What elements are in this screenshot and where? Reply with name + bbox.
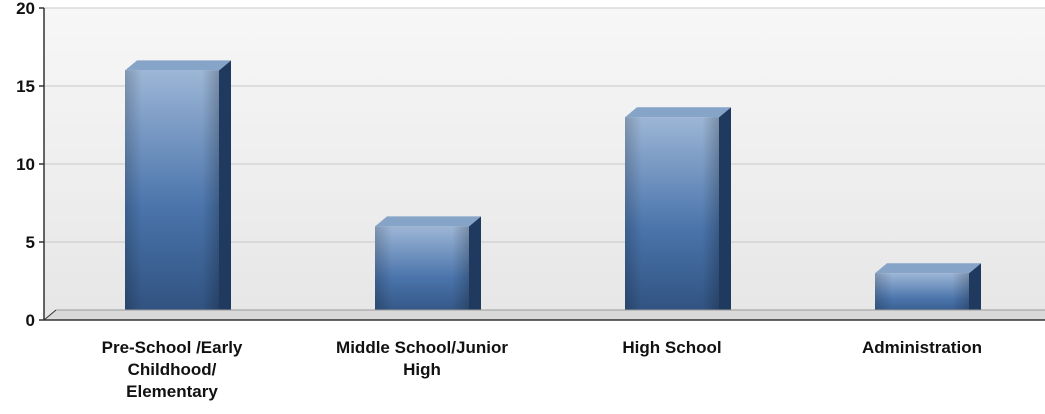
- x-tick-label: Administration: [862, 338, 982, 357]
- y-tick-label: 10: [16, 155, 35, 174]
- bars: [125, 60, 981, 321]
- bar-shade: [375, 226, 469, 320]
- bar-cap: [625, 107, 731, 118]
- x-tick-label-line: High: [403, 360, 441, 379]
- x-tick-label-line: Elementary: [126, 382, 218, 401]
- bar: [375, 216, 481, 320]
- y-axis-ticks: 0 5 10 15 20: [16, 0, 44, 330]
- bar: [625, 107, 731, 320]
- x-tick-label: Pre-School /Early Childhood/Elementary: [102, 338, 243, 401]
- bar-cap: [875, 263, 981, 274]
- axes: [43, 8, 1045, 321]
- bar-side: [469, 216, 481, 320]
- x-tick-label: High School: [622, 338, 721, 357]
- bar-side: [719, 107, 731, 320]
- bar-side: [969, 263, 981, 320]
- chart-floor: [44, 310, 1045, 320]
- axis-depth-line: [43, 309, 57, 321]
- x-tick-label: Middle School/Junior High: [336, 338, 508, 379]
- y-tick-label: 0: [26, 311, 35, 330]
- y-tick-label: 20: [16, 0, 35, 18]
- bar-shade: [125, 70, 219, 321]
- x-tick-label-line: Administration: [862, 338, 982, 357]
- x-tick-label-line: Pre-School /Early: [102, 338, 243, 357]
- bar-cap: [125, 60, 231, 71]
- x-tick-label-line: Childhood/: [128, 360, 217, 379]
- x-tick-label-line: High School: [622, 338, 721, 357]
- bar-shade: [625, 117, 719, 320]
- y-tick-label: 5: [26, 233, 35, 252]
- bar-side: [219, 60, 231, 321]
- bar-cap: [375, 216, 481, 227]
- x-tick-label-line: Middle School/Junior: [336, 338, 508, 357]
- x-axis-labels: Pre-School /Early Childhood/Elementary Mid…: [102, 338, 982, 401]
- y-tick-label: 15: [16, 77, 35, 96]
- bar: [125, 60, 231, 321]
